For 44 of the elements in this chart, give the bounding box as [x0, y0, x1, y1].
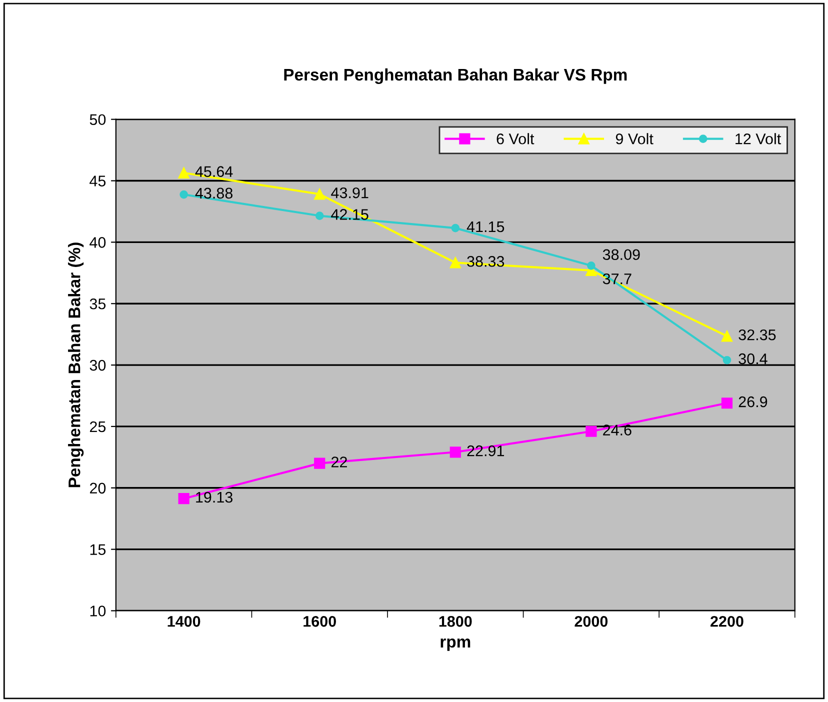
data-label: 26.9 [738, 396, 768, 408]
y-tick-label: 10 [90, 606, 106, 616]
x-tick-label: 1400 [168, 616, 200, 627]
x-tick-label: 2200 [710, 616, 744, 627]
data-label: 43.91 [331, 187, 368, 198]
point [314, 458, 326, 469]
data-label: 38.09 [602, 249, 640, 260]
x-tick-label: 1800 [439, 616, 472, 627]
y-axis-title: Penghematan Bahan Bakar (%) [68, 242, 84, 488]
legend-label: 9 Volt [616, 133, 654, 144]
point [721, 330, 733, 342]
point [586, 426, 597, 437]
point [315, 212, 324, 220]
chart-title: Persen Penghematan Bahan Bakar VS Rpm [284, 68, 627, 84]
y-tick-label: 40 [90, 237, 106, 248]
point [180, 190, 188, 199]
point [587, 261, 596, 270]
y-tick-label: 25 [90, 421, 106, 432]
point [178, 493, 190, 504]
data-label: 19.13 [196, 492, 232, 503]
point [450, 446, 461, 458]
y-tick-label: 30 [90, 360, 106, 371]
point [722, 356, 732, 364]
y-tick-label: 35 [90, 298, 106, 310]
x-tick-label: 1600 [304, 616, 336, 627]
y-tick-label: 45 [90, 176, 106, 186]
y-tick-label: 50 [90, 114, 106, 126]
x-tick-label: 2000 [574, 616, 608, 627]
point [451, 224, 460, 232]
point [450, 257, 461, 268]
data-label: 30.4 [738, 353, 768, 364]
data-label: 41.15 [466, 222, 504, 232]
y-tick-label: 15 [90, 544, 106, 555]
data-label: 22.91 [467, 445, 504, 456]
legend-label: 12 Volt [736, 133, 782, 144]
x-axis-title: rpm [440, 638, 470, 651]
data-label: 32.35 [738, 329, 776, 340]
point [178, 167, 190, 178]
y-tick-label: 20 [90, 482, 106, 494]
legend-label: 6 Volt [496, 133, 534, 144]
point [314, 188, 326, 200]
point [721, 398, 733, 409]
data-label: 45.64 [195, 166, 233, 178]
data-label: 43.88 [195, 188, 232, 199]
